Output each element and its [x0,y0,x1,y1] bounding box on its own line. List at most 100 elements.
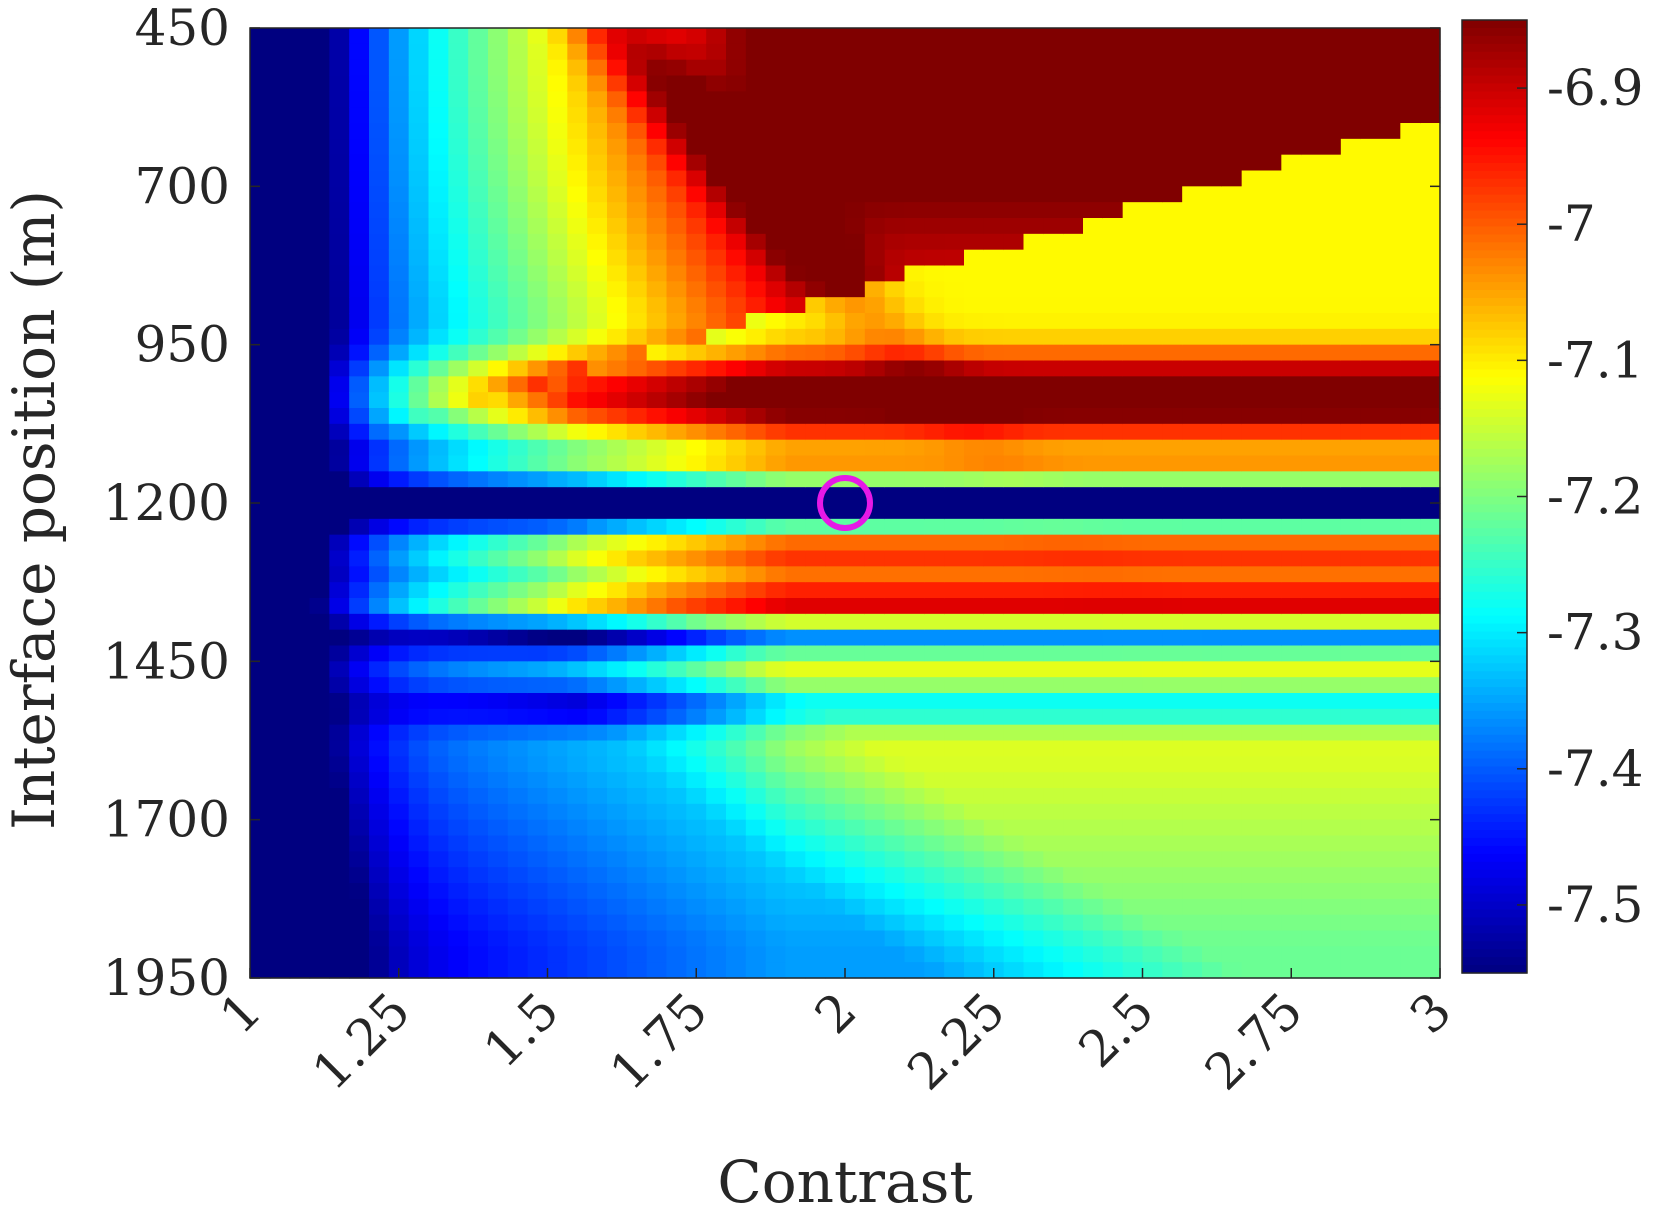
heatmap-cell [785,835,806,852]
heatmap-cell [924,281,945,298]
heatmap-cell [765,756,787,773]
heatmap-cell [527,392,549,409]
heatmap-cell [1241,677,1263,694]
heatmap-cell [507,471,529,488]
heatmap-cell [507,281,529,298]
heatmap-cell [369,756,390,773]
heatmap-cell [864,883,886,900]
heatmap-cell [567,867,588,884]
heatmap-cell [349,376,370,393]
heatmap-cell [765,914,787,932]
heatmap-cell [666,455,687,472]
heatmap-cell [309,693,330,710]
heatmap-cell [845,613,866,631]
heatmap-cell [547,392,568,409]
heatmap-cell [1162,803,1183,821]
heatmap-cell [1301,297,1322,314]
heatmap-cell [1340,43,1362,61]
heatmap-cell [547,851,568,868]
heatmap-cell [349,471,370,488]
heatmap-cell [607,835,628,852]
heatmap-cell [408,328,430,346]
heatmap-cell [1142,392,1163,409]
heatmap-cell [765,59,787,77]
heatmap-cell [1142,566,1163,583]
heatmap-cell [1301,91,1322,108]
heatmap-cell [488,930,509,947]
heatmap-cell [1043,75,1064,92]
heatmap-cell [607,186,628,203]
heatmap-cell [646,91,668,108]
heatmap-cell [1162,202,1183,219]
heatmap-cell [1003,91,1025,108]
heatmap-cell [944,518,965,536]
heatmap-cell [468,218,489,235]
heatmap-cell [567,360,588,377]
heatmap-cell [864,471,886,488]
heatmap-cell [488,138,509,156]
heatmap-cell [1380,598,1401,615]
heatmap-cell [1340,91,1362,108]
heatmap-cell [944,249,965,267]
heatmap-cell [1380,313,1401,330]
heatmap-cell [1420,408,1441,425]
heatmap-cell [1400,645,1421,662]
heatmap-cell [1083,518,1104,536]
heatmap-cell [726,898,747,916]
heatmap-cell [428,708,449,726]
heatmap-cell [250,408,271,425]
heatmap-cell [1340,297,1362,314]
heatmap-cell [1122,629,1144,647]
heatmap-cell [864,75,886,92]
heatmap-cell [250,867,271,884]
heatmap-cell [845,408,866,425]
heatmap-cell [250,218,271,235]
heatmap-cell [765,471,787,488]
heatmap-cell [388,392,410,409]
heatmap-cell [924,138,945,156]
heatmap-cell [864,740,886,757]
heatmap-cell [488,788,509,805]
heatmap-cell [607,154,628,172]
heatmap-cell [527,202,549,219]
heatmap-cell [408,313,430,330]
heatmap-cell [448,518,469,536]
heatmap-cell [944,883,965,900]
heatmap-cell [626,344,648,362]
heatmap-cell [1182,550,1203,567]
heatmap-cell [1241,186,1263,203]
heatmap-cell [388,281,410,298]
heatmap-cell [468,423,489,441]
heatmap-cell [1102,471,1124,488]
heatmap-cell [785,645,806,662]
heatmap-cell [448,930,469,947]
heatmap-cell [408,392,430,409]
heatmap-cell [1142,835,1163,852]
heatmap-cell [726,503,747,520]
heatmap-cell [349,360,370,377]
heatmap-cell [607,772,628,789]
heatmap-cell [845,297,866,314]
heatmap-cell [488,91,509,108]
heatmap-cell [408,661,430,678]
heatmap-cell [309,645,330,662]
heatmap-cell [488,803,509,821]
heatmap-cell [884,59,906,77]
heatmap-cell [1400,708,1421,726]
heatmap-cell [1043,392,1064,409]
heatmap-cell [388,645,410,662]
heatmap-cell [745,471,767,488]
heatmap-cell [1400,107,1421,124]
heatmap-cell [269,645,291,662]
heatmap-cell [1102,518,1124,536]
heatmap-cell [1340,867,1362,884]
heatmap-cell [1340,233,1362,251]
heatmap-cell [924,439,945,457]
heatmap-cell [1202,534,1223,552]
heatmap-cell [1202,138,1223,156]
heatmap-cell [666,138,687,156]
heatmap-cell [289,756,311,773]
heatmap-cell [369,851,390,868]
heatmap-cell [1420,962,1441,979]
heatmap-cell [448,645,469,662]
